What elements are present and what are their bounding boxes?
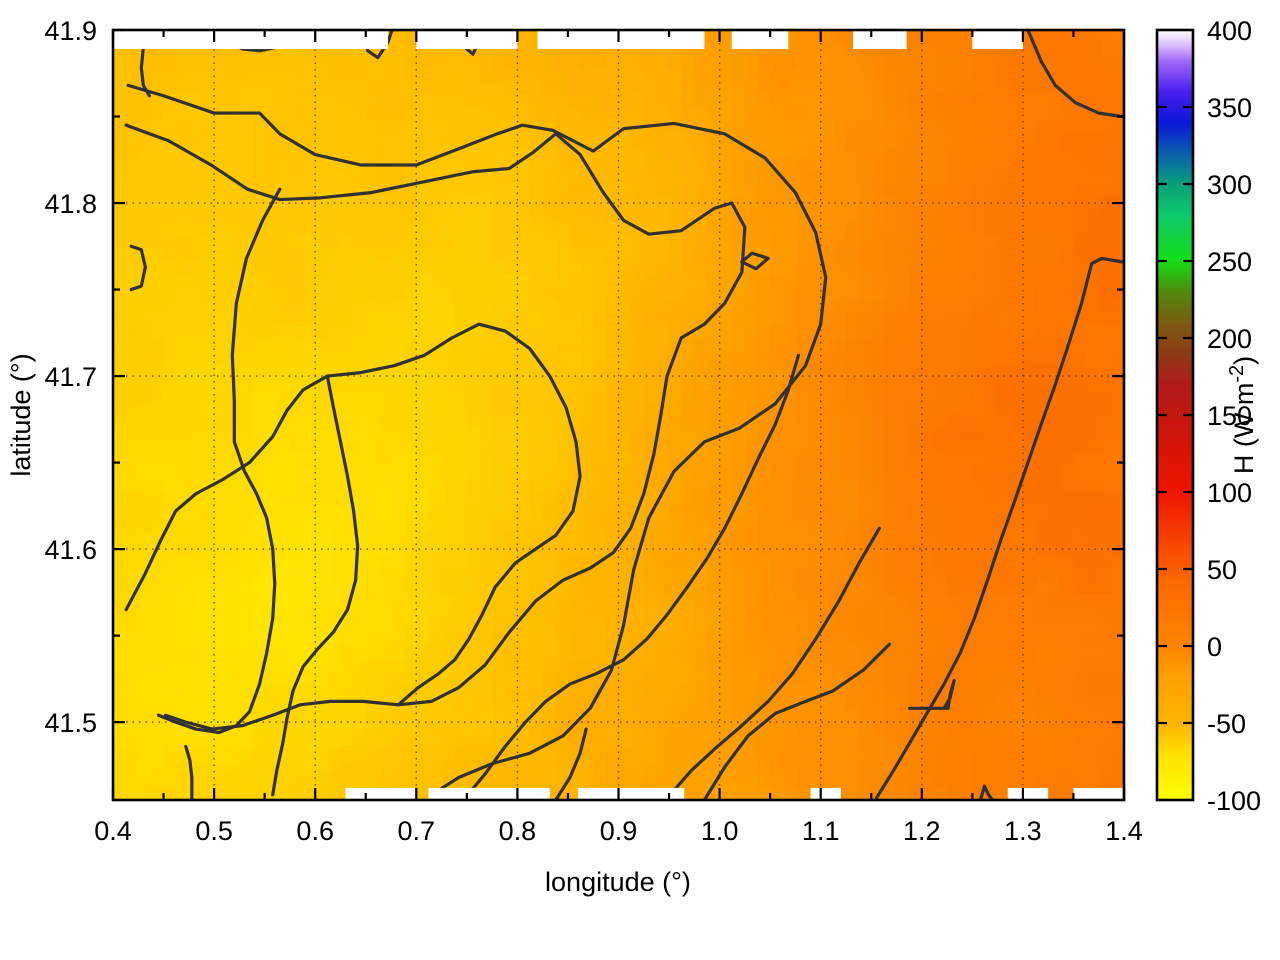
x-tick-label: 0.8 xyxy=(499,816,537,846)
colorbar-title-close: ) xyxy=(1229,356,1259,365)
colorbar-ticks xyxy=(1157,105,1193,725)
y-tick-label: 41.6 xyxy=(44,535,97,565)
data-void-patches xyxy=(113,30,1124,800)
x-tick-label: 0.9 xyxy=(600,816,638,846)
x-tick-label: 1.2 xyxy=(903,816,941,846)
y-tick-label: 41.7 xyxy=(44,362,97,392)
x-tick-label: 1.1 xyxy=(802,816,840,846)
colorbar-tick-label: 150 xyxy=(1207,401,1252,431)
colorbar-tick-label: -100 xyxy=(1207,786,1261,816)
x-tick-label: 0.6 xyxy=(296,816,334,846)
colorbar-tick-label: 50 xyxy=(1207,555,1237,585)
x-tick-label: 1.0 xyxy=(701,816,739,846)
colorbar-title-base: H (W m xyxy=(1229,383,1259,474)
colorbar-tick-labels: 400 350 300 250 200 150 100 50 0 -50 -100 xyxy=(1207,16,1261,816)
plot-gridlines xyxy=(113,30,1124,800)
colorbar-title-exponent: -2 xyxy=(1226,365,1248,383)
axis-ticks xyxy=(111,28,1126,800)
y-tick-labels: 41.5 41.6 41.7 41.8 41.9 xyxy=(44,16,97,738)
y-tick-label: 41.9 xyxy=(44,16,97,46)
colorbar-title: H (W m-2) xyxy=(1226,356,1259,474)
colorbar-tick-label: 350 xyxy=(1207,93,1252,123)
x-axis-title: longitude (°) xyxy=(545,867,691,897)
svg-text:H (W m-2): H (W m-2) xyxy=(1226,356,1259,474)
colorbar-tick-label: 200 xyxy=(1207,324,1252,354)
x-tick-labels: 0.4 0.5 0.6 0.7 0.8 0.9 1.0 1.1 1.2 1.3 1.4 xyxy=(94,816,1143,846)
x-tick-label: 1.3 xyxy=(1004,816,1042,846)
colorbar-tick-label: 100 xyxy=(1207,478,1252,508)
y-axis-title: latitude (°) xyxy=(6,353,36,476)
colorbar-tick-label: 250 xyxy=(1207,247,1252,277)
x-tick-label: 1.4 xyxy=(1105,816,1143,846)
y-tick-label: 41.8 xyxy=(44,189,97,219)
x-tick-label: 0.7 xyxy=(398,816,436,846)
heatmap-cells xyxy=(113,30,1124,800)
colorbar-tick-label: -50 xyxy=(1207,709,1246,739)
colorbar-tick-label: 300 xyxy=(1207,170,1252,200)
x-tick-label: 0.5 xyxy=(195,816,233,846)
x-tick-label: 0.4 xyxy=(94,816,132,846)
y-tick-label: 41.5 xyxy=(44,708,97,738)
colorbar-tick-label: 400 xyxy=(1207,16,1252,46)
colorbar-tick-label: 0 xyxy=(1207,632,1222,662)
